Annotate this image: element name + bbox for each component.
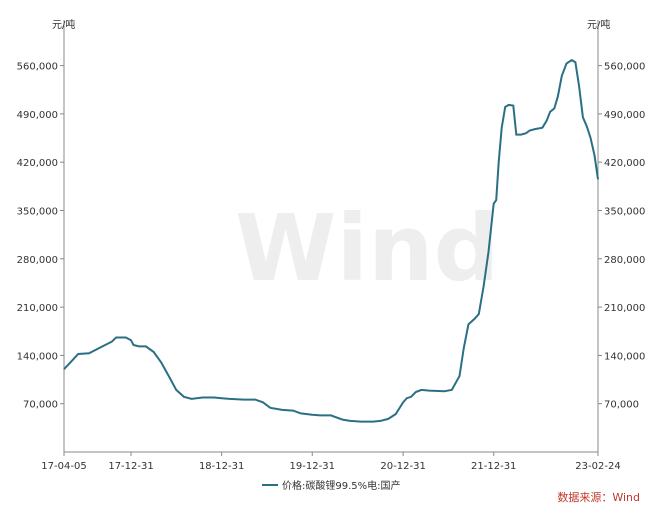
- y-tick-label-left: 560,000: [17, 62, 58, 73]
- x-tick-label: 18-12-31: [199, 461, 244, 472]
- y-tick-label-right: 420,000: [604, 158, 645, 169]
- x-tick-label: 21-12-31: [471, 461, 516, 472]
- y-axis-left: 70,000 140,000 210,000 280,000 350,000 420,00…: [17, 62, 64, 411]
- y-tick-label-right: 140,000: [604, 351, 645, 362]
- y-tick-label-right: 560,000: [604, 62, 645, 73]
- y-tick-label-right: 490,000: [604, 110, 645, 121]
- legend-label: 价格:碳酸锂99.5%电:国产: [282, 479, 401, 492]
- y-unit-left: 元/吨: [52, 18, 75, 31]
- y-axis-right: 70,000 140,000 210,000 280,000 350,000 420,00…: [598, 62, 645, 411]
- y-tick-label-left: 420,000: [17, 158, 58, 169]
- x-tick-label: 20-12-31: [380, 461, 425, 472]
- y-tick-label-left: 490,000: [17, 110, 58, 121]
- watermark: Wind: [235, 195, 499, 302]
- x-tick-label: 17-12-31: [108, 461, 153, 472]
- y-tick-label-left: 70,000: [23, 400, 58, 411]
- y-tick-label-right: 280,000: [604, 255, 645, 266]
- legend: 价格:碳酸锂99.5%电:国产: [262, 479, 401, 492]
- source-note: 数据来源：Wind: [557, 490, 640, 504]
- y-tick-label-right: 210,000: [604, 303, 645, 314]
- y-tick-label-right: 350,000: [604, 207, 645, 218]
- y-unit-right: 元/吨: [587, 18, 610, 31]
- y-tick-label-left: 280,000: [17, 255, 58, 266]
- x-axis: 17-04-05 17-12-31 18-12-31 19-12-31 20-12-31…: [41, 452, 621, 472]
- x-tick-label: 17-04-05: [41, 461, 86, 472]
- series-line: [63, 58, 599, 423]
- y-tick-label-left: 140,000: [17, 351, 58, 362]
- x-tick-label: 19-12-31: [290, 461, 335, 472]
- axes: [63, 20, 599, 453]
- y-tick-label-left: 210,000: [17, 303, 58, 314]
- x-tick-label: 23-02-24: [575, 461, 620, 472]
- y-tick-label-right: 70,000: [604, 400, 639, 411]
- y-tick-label-left: 350,000: [17, 207, 58, 218]
